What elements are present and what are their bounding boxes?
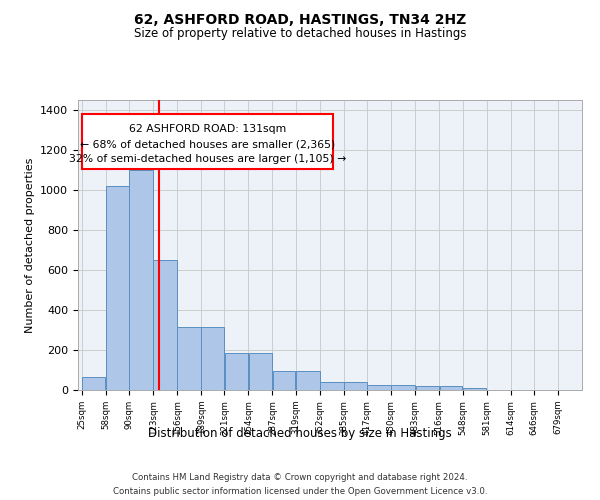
Text: Distribution of detached houses by size in Hastings: Distribution of detached houses by size … (148, 428, 452, 440)
Y-axis label: Number of detached properties: Number of detached properties (25, 158, 35, 332)
Bar (224, 353, 248, 390)
Bar (296, 371, 320, 390)
Bar (320, 382, 344, 390)
Bar (273, 371, 295, 390)
FancyBboxPatch shape (82, 114, 333, 169)
Bar (202, 327, 224, 390)
Bar (391, 385, 415, 390)
Bar (440, 386, 462, 390)
Text: 32% of semi-detached houses are larger (1,105) →: 32% of semi-detached houses are larger (… (68, 154, 346, 164)
Bar (416, 386, 439, 390)
Bar (463, 388, 486, 390)
Bar (344, 382, 367, 390)
Bar (129, 170, 153, 390)
Bar (178, 327, 201, 390)
Text: 62 ASHFORD ROAD: 131sqm: 62 ASHFORD ROAD: 131sqm (128, 124, 286, 134)
Bar (106, 186, 128, 390)
Bar (367, 385, 391, 390)
Text: ← 68% of detached houses are smaller (2,365): ← 68% of detached houses are smaller (2,… (80, 140, 335, 149)
Bar (249, 353, 272, 390)
Text: 62, ASHFORD ROAD, HASTINGS, TN34 2HZ: 62, ASHFORD ROAD, HASTINGS, TN34 2HZ (134, 12, 466, 26)
Text: Size of property relative to detached houses in Hastings: Size of property relative to detached ho… (134, 28, 466, 40)
Bar (82, 377, 106, 390)
Bar (154, 260, 177, 390)
Text: Contains public sector information licensed under the Open Government Licence v3: Contains public sector information licen… (113, 486, 487, 496)
Text: Contains HM Land Registry data © Crown copyright and database right 2024.: Contains HM Land Registry data © Crown c… (132, 472, 468, 482)
